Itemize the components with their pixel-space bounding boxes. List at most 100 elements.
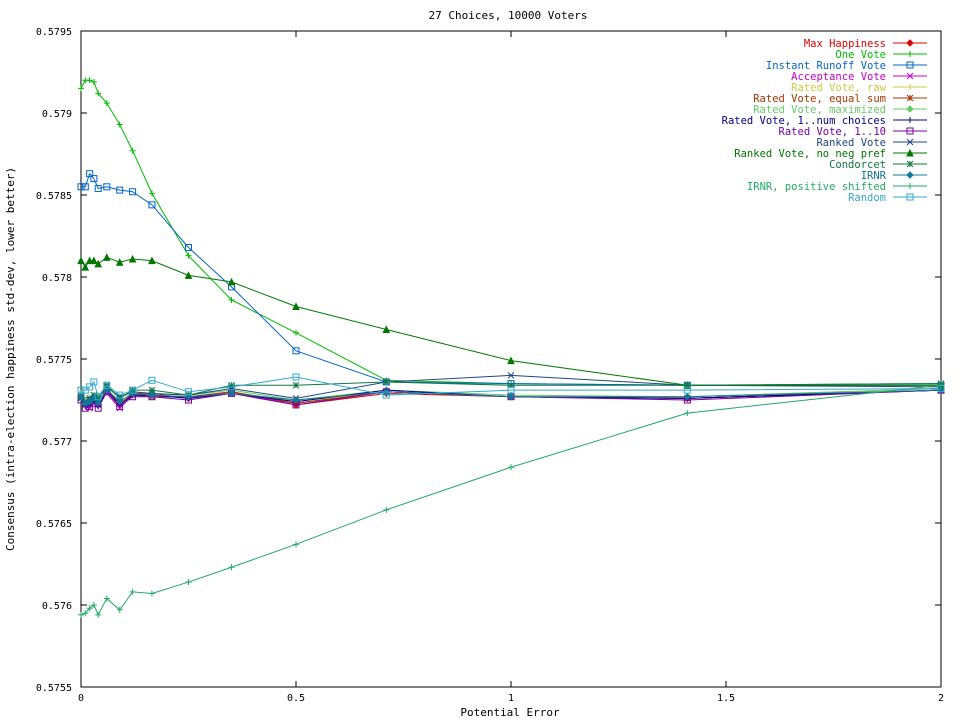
data-point [292, 347, 300, 355]
data-point [116, 186, 124, 194]
data-point [507, 381, 515, 389]
legend-entry: One Vote [835, 49, 927, 61]
y-tick-label: 0.577 [42, 437, 72, 448]
data-point [116, 121, 123, 128]
legend-label: Max Happiness [804, 38, 886, 50]
data-point [292, 302, 300, 311]
y-tick-label: 0.5795 [36, 27, 72, 38]
legend-marker [907, 183, 913, 189]
data-point [228, 296, 235, 303]
data-point [185, 252, 192, 259]
data-point [90, 378, 98, 386]
legend-label: One Vote [835, 49, 886, 61]
data-point [148, 256, 156, 265]
data-point [103, 100, 110, 107]
legend-marker [906, 138, 914, 146]
series-line [80, 256, 941, 386]
y-tick-label: 0.579 [42, 109, 72, 120]
data-point [185, 243, 192, 251]
x-tick-label: 0.5 [287, 693, 305, 704]
data-point [94, 393, 102, 401]
legend-label: Ranked Vote [816, 137, 886, 149]
data-point [86, 170, 94, 178]
series-line [80, 79, 942, 386]
data-point [185, 388, 192, 396]
legend-marker [906, 193, 914, 201]
legend-marker [906, 61, 914, 69]
data-point [148, 201, 156, 209]
legend-label: Ranked Vote, no neg pref [734, 148, 886, 160]
data-point [148, 391, 156, 399]
y-tick-label: 0.5785 [36, 191, 72, 202]
data-point [102, 253, 111, 261]
data-point [116, 404, 124, 412]
series-line [80, 384, 942, 616]
series-random [77, 373, 945, 401]
legend-marker [907, 84, 913, 90]
data-point [94, 259, 103, 268]
legend-entry: Acceptance Vote [791, 71, 927, 83]
data-point [227, 277, 236, 286]
data-point [90, 175, 98, 183]
legend-marker [906, 171, 914, 179]
data-point [103, 381, 111, 389]
data-point [683, 381, 691, 389]
data-point [116, 606, 123, 613]
x-axis-label: Potential Error [460, 706, 560, 719]
data-point [103, 183, 111, 191]
data-point [683, 393, 692, 401]
data-point [228, 564, 235, 571]
legend-entry: Ranked Vote [816, 137, 927, 149]
data-point [90, 78, 97, 85]
legend-marker [906, 105, 914, 113]
data-point [82, 610, 89, 617]
legend-entry: Rated Vote, 1..num choices [722, 115, 927, 127]
data-point [684, 410, 691, 417]
data-point [95, 90, 102, 97]
data-point [90, 256, 98, 265]
data-point [116, 391, 124, 399]
legend-label: Random [848, 192, 886, 204]
y-tick-label: 0.578 [42, 273, 72, 284]
data-point [81, 183, 89, 191]
data-point [103, 595, 110, 602]
data-point [95, 611, 102, 618]
data-point [683, 386, 691, 394]
series-line [81, 376, 942, 398]
legend-label: Rated Vote, equal sum [753, 93, 886, 105]
data-point [86, 77, 93, 84]
data-point [81, 263, 90, 271]
data-point [78, 85, 84, 92]
x-tick-label: 1.5 [717, 693, 735, 704]
x-tick-label: 1 [508, 693, 514, 704]
data-point [383, 506, 390, 513]
data-point [129, 147, 136, 154]
legend-entry: Rated Vote, 1..10 [779, 126, 927, 138]
legend-label: Instant Runoff Vote [766, 60, 886, 72]
y-tick-label: 0.576 [42, 601, 72, 612]
data-point [184, 271, 193, 279]
data-point [85, 397, 94, 406]
data-point [507, 356, 515, 365]
data-point [228, 381, 235, 389]
y-tick-label: 0.5765 [36, 519, 72, 530]
legend-label: IRNR, positive shifted [747, 181, 886, 193]
series-line [81, 172, 941, 386]
data-point [507, 386, 515, 394]
legend-entry: Rated Vote, maximized [753, 104, 927, 116]
data-point [129, 386, 137, 394]
data-point [185, 579, 192, 586]
data-point [382, 325, 391, 333]
data-point [129, 588, 136, 595]
y-tick-label: 0.5755 [36, 683, 72, 694]
axis-ticks: 0 0.5 1 1.5 2 0.5755 0.576 0.5765 0.577 0.5775 0.5… [36, 27, 944, 704]
data-point [115, 397, 124, 406]
series-layer [77, 77, 945, 618]
legend-marker [906, 127, 914, 135]
x-tick-label: 0 [78, 693, 84, 704]
legend-label: Rated Vote, maximized [753, 104, 886, 116]
legend-marker [906, 72, 914, 80]
data-point [507, 372, 515, 379]
legend-entry: Rated Vote, raw [791, 82, 927, 94]
